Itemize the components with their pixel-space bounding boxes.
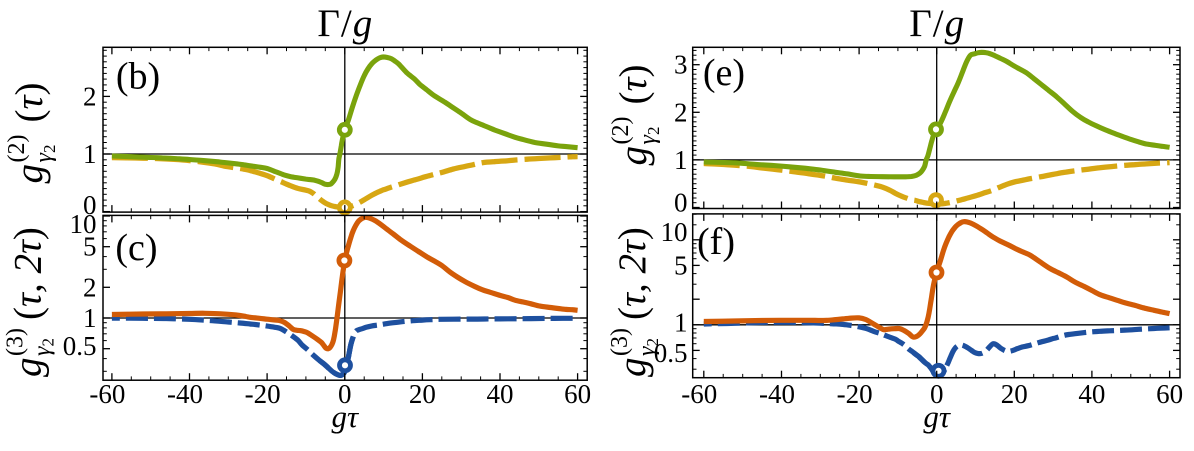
svg-text:40: 40 — [487, 379, 514, 409]
svg-text:(τ): (τ) — [612, 65, 655, 105]
svg-text:20: 20 — [1001, 379, 1028, 409]
svg-text:0: 0 — [930, 379, 944, 409]
svg-text:gτ: gτ — [923, 399, 952, 434]
svg-text:1: 1 — [674, 145, 688, 175]
svg-text:(τ, 2τ): (τ, 2τ) — [7, 227, 50, 320]
svg-text:5: 5 — [83, 232, 97, 262]
svg-text:0: 0 — [83, 190, 97, 220]
svg-text:(3): (3) — [607, 328, 633, 356]
svg-text:-20: -20 — [837, 379, 873, 409]
svg-text:(τ): (τ) — [8, 83, 51, 123]
svg-text:40: 40 — [1078, 379, 1105, 409]
svg-text:0.5: 0.5 — [654, 338, 688, 368]
svg-text:10: 10 — [70, 209, 97, 239]
svg-text:0: 0 — [338, 379, 352, 409]
svg-text:-40: -40 — [167, 379, 203, 409]
svg-text:5: 5 — [674, 250, 688, 280]
svg-text:-60: -60 — [681, 379, 717, 409]
svg-text:20: 20 — [409, 379, 436, 409]
svg-text:gτ: gτ — [331, 399, 360, 434]
svg-text:-40: -40 — [759, 379, 795, 409]
svg-text:3: 3 — [674, 50, 688, 80]
svg-text:2: 2 — [674, 97, 688, 127]
svg-text:0: 0 — [674, 188, 688, 218]
svg-text:g: g — [611, 358, 654, 378]
svg-text:2: 2 — [83, 81, 97, 111]
svg-text:(3): (3) — [3, 328, 29, 356]
svg-text:(b): (b) — [116, 56, 160, 98]
svg-text:10: 10 — [661, 217, 688, 247]
svg-text:1: 1 — [83, 303, 97, 333]
svg-text:2: 2 — [83, 272, 97, 302]
svg-text:60: 60 — [564, 379, 591, 409]
svg-text:1: 1 — [674, 308, 688, 338]
svg-text:(e): (e) — [703, 52, 745, 94]
svg-text:1: 1 — [83, 139, 97, 169]
svg-text:(c): (c) — [115, 227, 157, 269]
svg-text:g: g — [8, 164, 51, 184]
svg-text:(τ, 2τ): (τ, 2τ) — [611, 227, 654, 320]
svg-text:-20: -20 — [245, 379, 281, 409]
svg-text:-60: -60 — [89, 379, 125, 409]
svg-text:g: g — [612, 146, 655, 166]
svg-text:(2): (2) — [608, 117, 634, 145]
svg-text:(f): (f) — [697, 221, 735, 263]
svg-text:60: 60 — [1156, 379, 1183, 409]
svg-text:Γ/g: Γ/g — [909, 2, 964, 45]
svg-text:0.5: 0.5 — [63, 331, 97, 361]
svg-text:g: g — [7, 358, 50, 378]
svg-text:(2): (2) — [4, 135, 30, 163]
svg-text:Γ/g: Γ/g — [317, 2, 372, 45]
